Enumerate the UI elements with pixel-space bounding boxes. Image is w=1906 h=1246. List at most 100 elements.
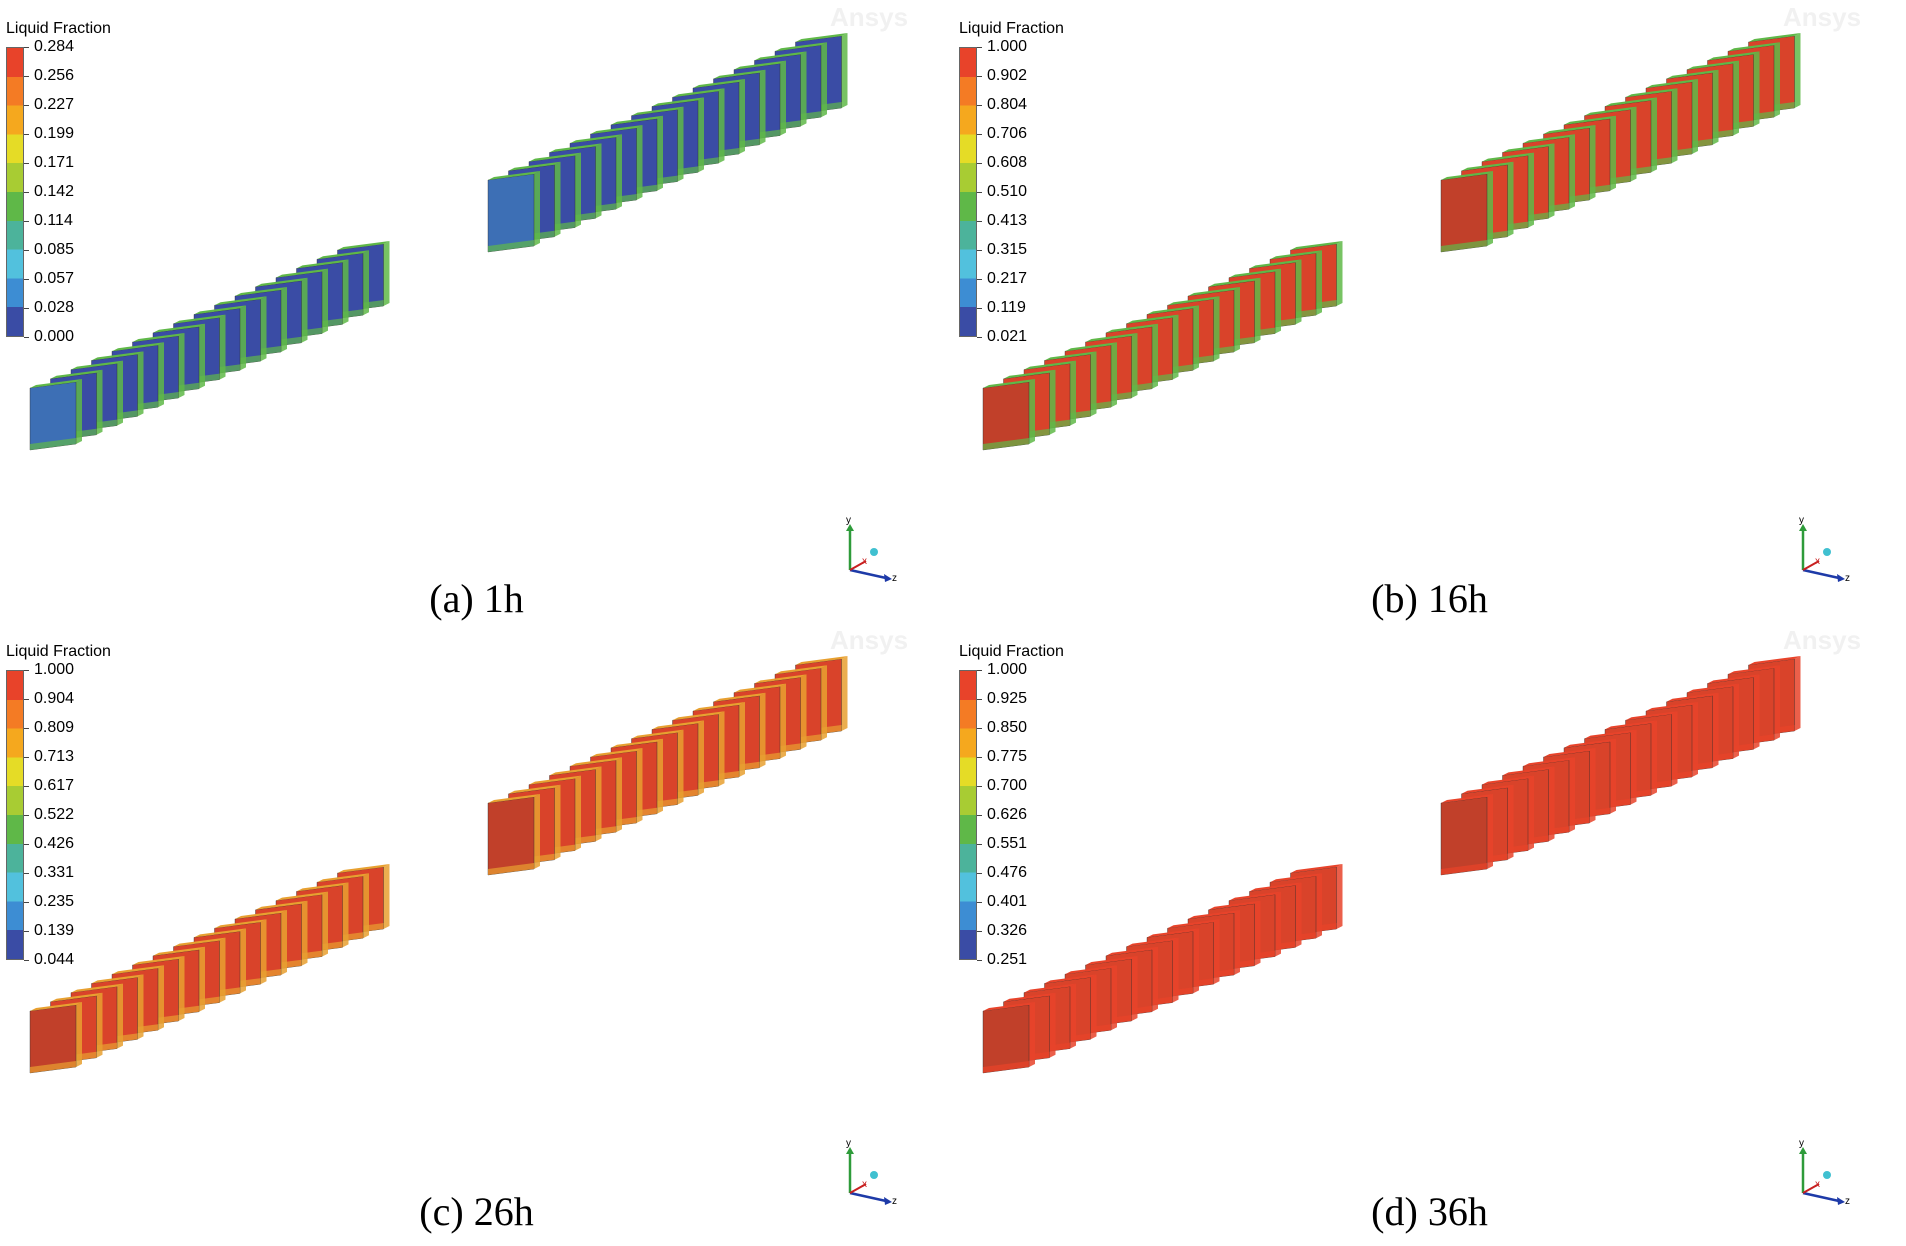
legend-tick-mark: [24, 960, 29, 961]
panel-a: Ansys 2022 Liquid Fraction 0.284 0.256 0.227 0…: [0, 0, 953, 623]
legend-tick-label: 0.142: [34, 183, 75, 200]
panel-d: Ansys 2022 Liquid Fraction 1.000 0.925 0.850 0…: [953, 623, 1906, 1246]
fin-row-front: [29, 241, 390, 451]
legend-tick-mark: [977, 47, 982, 48]
legend-tick-label: 0.235: [34, 893, 75, 910]
legend-tick-mark: [977, 786, 982, 787]
legend-tick-mark: [977, 699, 982, 700]
legend-tick-label: 0.315: [987, 241, 1028, 258]
legend-tick-label: 0.522: [34, 806, 75, 823]
fin-row-back: [487, 656, 848, 876]
legend-tick-mark: [24, 134, 29, 135]
fin-plate: [1440, 171, 1493, 253]
legend-tick-mark: [977, 163, 982, 164]
legend-tick-mark: [24, 873, 29, 874]
fin-array-render: [982, 656, 1801, 1074]
fin-array-render: [29, 656, 848, 1074]
legend-tick-label: 0.114: [34, 212, 73, 229]
legend-tick-label: 0.139: [34, 922, 75, 939]
panel-c: Ansys 2022 Liquid Fraction 1.000 0.904 0.809 0…: [0, 623, 953, 1246]
colorbar: [959, 670, 977, 960]
legend-tick-label: 0.510: [987, 183, 1028, 200]
fin-array-render: [982, 33, 1801, 451]
axis-x-label: x: [862, 1179, 867, 1190]
legend-tick-label: 0.171: [34, 154, 75, 171]
legend-tick-mark: [977, 134, 982, 135]
watermark-brand: Ansys: [830, 2, 909, 32]
watermark-year: 2022: [1813, 651, 1842, 666]
legend-tick-label: 0.551: [987, 835, 1028, 852]
fin-row-front: [982, 241, 1343, 451]
fin-plate: [1440, 794, 1493, 876]
legend-tick-label: 0.284: [34, 38, 75, 55]
legend-title: Liquid Fraction: [6, 20, 111, 37]
fin-row-front: [29, 864, 390, 1074]
legend-tick-mark: [977, 873, 982, 874]
legend-tick-mark: [24, 192, 29, 193]
fin-plate: [982, 1002, 1035, 1074]
legend-tick-label: 0.804: [987, 96, 1028, 113]
legend-tick-label: 0.706: [987, 125, 1028, 142]
legend-tick-mark: [24, 308, 29, 309]
legend-tick-mark: [977, 337, 982, 338]
legend-tick-mark: [977, 279, 982, 280]
legend-tick-label: 0.617: [34, 777, 75, 794]
legend-tick-mark: [24, 163, 29, 164]
axis-y-label: y: [846, 1138, 851, 1149]
legend-tick-mark: [977, 902, 982, 903]
legend-tick-label: 0.401: [987, 893, 1028, 910]
legend-tick-label: 0.700: [987, 777, 1028, 794]
legend-tick-label: 0.227: [34, 96, 75, 113]
legend-tick-mark: [24, 757, 29, 758]
axis-x-label: x: [1815, 556, 1820, 567]
legend-title: Liquid Fraction: [959, 643, 1064, 660]
legend-tick-mark: [977, 815, 982, 816]
legend-tick-mark: [24, 728, 29, 729]
legend-tick-label: 0.626: [987, 806, 1028, 823]
legend-tick-mark: [977, 670, 982, 671]
legend-tick-label: 0.476: [987, 864, 1028, 881]
fin-plate: [487, 794, 540, 876]
axis-y-label: y: [846, 515, 851, 526]
fin-array-render: [29, 33, 848, 451]
colorbar: [6, 670, 24, 960]
legend-tick-mark: [24, 844, 29, 845]
legend-tick-label: 0.044: [34, 951, 75, 968]
watermark-brand: Ansys: [1783, 625, 1862, 655]
axis-triad-icon: y x z: [1799, 1138, 1850, 1207]
fin-plate: [487, 171, 540, 253]
legend-tick-mark: [977, 728, 982, 729]
legend-tick-label: 0.413: [987, 212, 1028, 229]
legend-tick-mark: [24, 47, 29, 48]
colorbar: [6, 47, 24, 337]
legend-tick-mark: [24, 105, 29, 106]
legend-title: Liquid Fraction: [6, 643, 111, 660]
legend-title: Liquid Fraction: [959, 20, 1064, 37]
legend-tick-label: 0.775: [987, 748, 1028, 765]
fin-plate: [29, 1002, 82, 1074]
legend-tick-label: 0.256: [34, 67, 75, 84]
legend-tick-mark: [977, 250, 982, 251]
legend-tick-mark: [24, 76, 29, 77]
legend-tick-label: 0.850: [987, 719, 1028, 736]
fin-row-front: [982, 864, 1343, 1074]
legend-tick-mark: [24, 250, 29, 251]
legend-tick-label: 0.426: [34, 835, 75, 852]
legend-tick-mark: [24, 902, 29, 903]
legend-tick-mark: [977, 757, 982, 758]
panel-caption: (d) 36h: [1371, 1189, 1488, 1234]
panel-caption: (b) 16h: [1371, 576, 1488, 621]
watermark-brand: Ansys: [1783, 2, 1862, 32]
watermark-year: 2022: [860, 651, 889, 666]
legend-tick-mark: [977, 308, 982, 309]
axis-y-label: y: [1799, 515, 1804, 526]
legend-tick-label: 0.217: [987, 270, 1028, 287]
panel-b: Ansys 2022 Liquid Fraction 1.000 0.902 0.804 0…: [953, 0, 1906, 623]
legend-tick-label: 0.326: [987, 922, 1028, 939]
axis-z-label: z: [892, 1196, 897, 1207]
legend-tick-mark: [24, 815, 29, 816]
legend-tick-label: 1.000: [987, 38, 1028, 55]
legend-tick-mark: [977, 192, 982, 193]
legend-tick-mark: [24, 931, 29, 932]
legend-tick-label: 0.119: [987, 299, 1026, 316]
